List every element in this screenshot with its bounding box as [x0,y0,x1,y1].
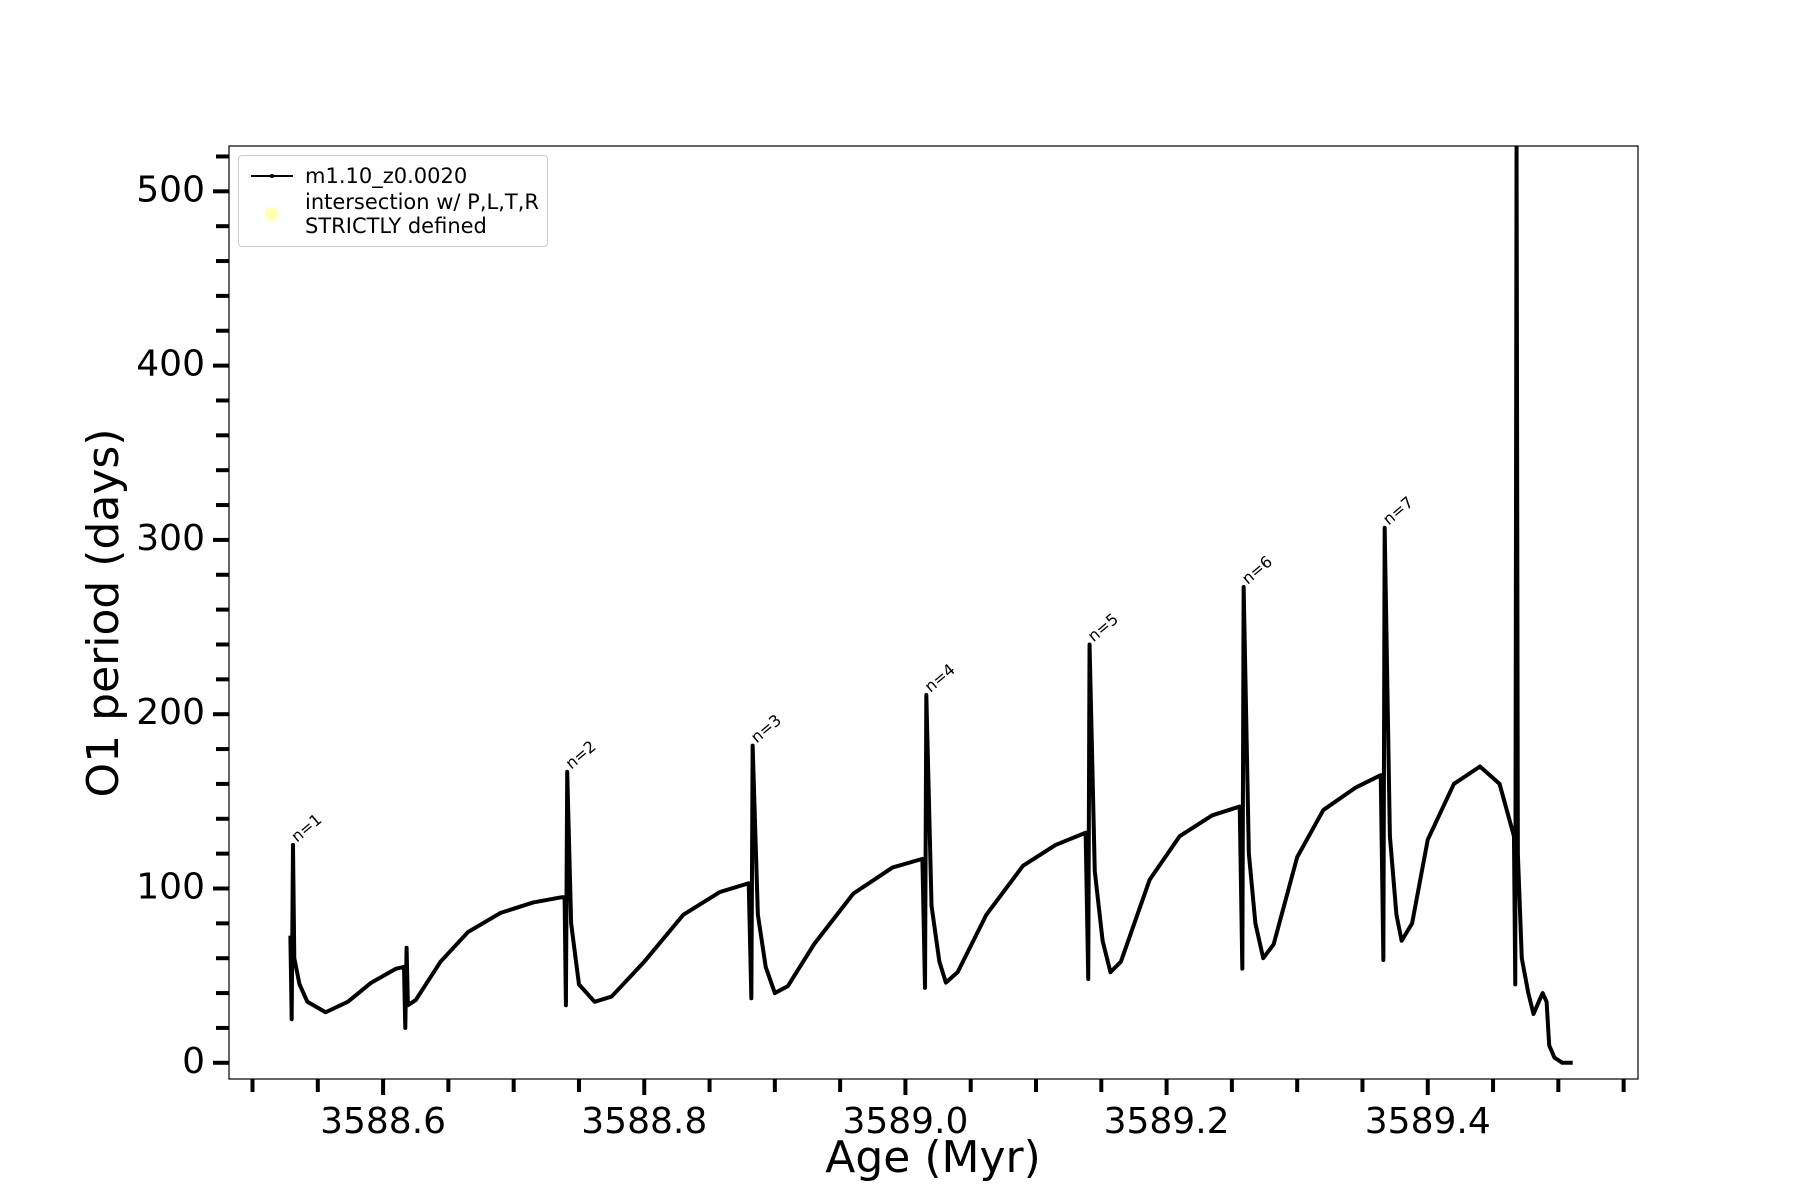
legend-item: m1.10_z0.0020 [239,164,547,188]
y-tick-label: 300 [136,518,205,559]
y-tick-label: 500 [136,169,205,210]
y-tick-label: 400 [136,344,205,385]
legend-label: intersection w/ P,L,T,R STRICTLY defined [305,190,539,238]
y-tick-label: 200 [136,692,205,733]
legend-swatch [239,164,305,188]
y-axis-label: O1 period (days) [78,429,129,798]
annotation: n=5 [1084,609,1122,645]
legend-label: m1.10_z0.0020 [305,164,468,188]
legend-dot [265,207,279,221]
annotation: n=7 [1379,493,1417,529]
legend-item: intersection w/ P,L,T,R STRICTLY defined [239,190,547,238]
y-tick-label: 0 [182,1041,205,1082]
legend-icon [265,207,279,221]
x-tick-label: 3588.6 [320,1101,446,1142]
data-line [288,146,1573,1065]
x-tick-label: 3588.8 [581,1101,707,1142]
annotation: n=1 [287,810,325,846]
x-tick-label: 3589.0 [842,1101,968,1142]
legend-swatch [239,202,305,226]
y-tick-label: 100 [136,866,205,907]
x-tick-label: 3589.2 [1104,1101,1230,1142]
x-tick-label: 3589.4 [1365,1101,1491,1142]
x-axis-label: Age (Myr) [825,1132,1041,1183]
annotation: n=3 [747,710,785,746]
legend-icon [251,174,293,178]
legend: m1.10_z0.0020 intersection w/ P,L,T,R STR… [238,155,548,247]
annotation: n=4 [921,660,959,696]
annotation: n=6 [1238,552,1276,588]
annotation: n=2 [562,737,600,773]
plot-frame [228,145,1639,1080]
legend-dot [270,174,274,178]
